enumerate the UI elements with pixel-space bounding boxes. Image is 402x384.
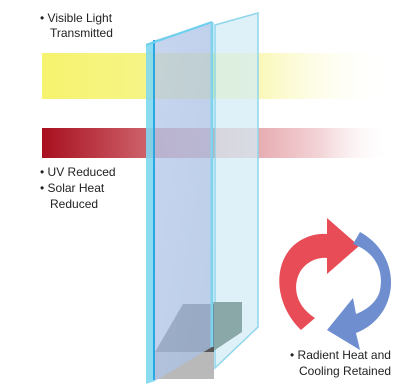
spacer-side	[212, 302, 242, 352]
front-glass-top-edge	[145, 21, 213, 46]
front-glass-pane	[155, 22, 212, 381]
front-glass-edge	[146, 40, 155, 384]
red-circular-arrow-icon	[279, 218, 359, 330]
blue-circular-arrow-icon	[327, 232, 392, 350]
radiant-heat-label: • Radient Heat and Cooling Retained	[290, 348, 394, 378]
uv-solar-label: • UV Reduced • Solar Heat Reduced	[40, 165, 119, 211]
visible-light-label: • Visible Light Transmitted	[40, 11, 115, 40]
back-glass-pane	[214, 12, 259, 370]
